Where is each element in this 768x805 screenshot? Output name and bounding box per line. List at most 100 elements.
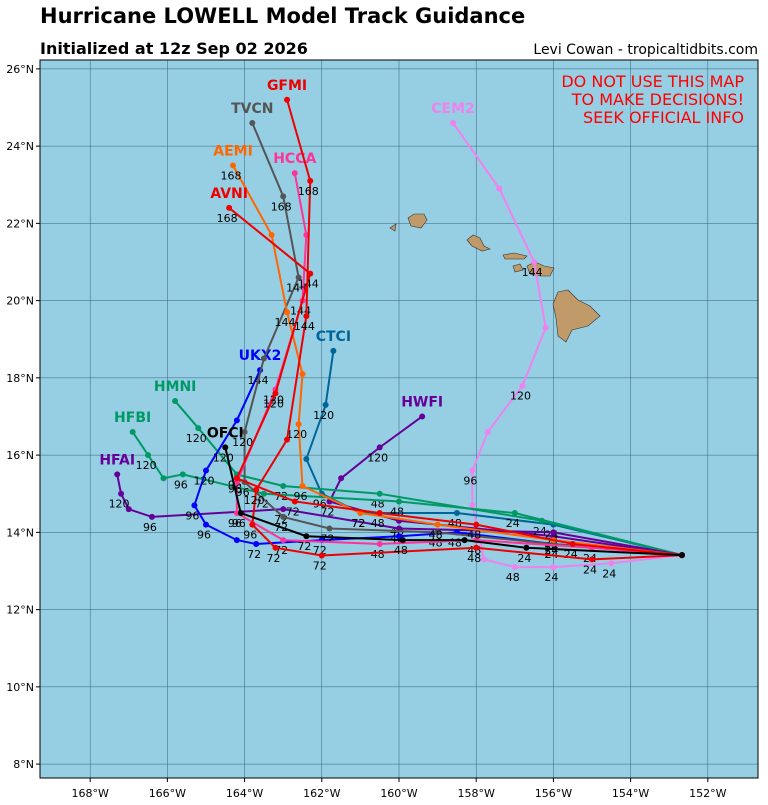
hour-label: 24	[517, 552, 531, 565]
track-point	[473, 544, 480, 551]
y-tick-label: 18°N	[6, 372, 34, 385]
x-tick-label: 168°W	[71, 787, 108, 800]
track-point	[295, 421, 302, 428]
track-point	[202, 521, 209, 528]
track-point	[226, 204, 233, 211]
model-name: AVNI	[210, 186, 248, 202]
hour-label: 120	[510, 390, 531, 403]
hour-label: 144	[522, 266, 543, 279]
track-point	[299, 371, 306, 378]
track-point	[280, 193, 287, 200]
hour-label: 96	[143, 521, 157, 534]
track-point	[125, 506, 132, 513]
track-point	[330, 347, 337, 354]
track-point	[511, 564, 518, 571]
track-point	[195, 425, 202, 432]
hour-label: 120	[213, 451, 234, 464]
track-point	[179, 471, 186, 478]
track-point	[230, 162, 237, 169]
x-tick-label: 158°W	[458, 787, 495, 800]
hour-label: 72	[297, 540, 311, 553]
track-point	[303, 455, 310, 462]
x-tick-label: 162°W	[303, 787, 340, 800]
hour-label: 120	[109, 498, 130, 511]
track-point	[678, 552, 685, 559]
track-line	[193, 369, 683, 557]
y-tick-label: 26°N	[6, 63, 34, 76]
track-point	[523, 544, 530, 551]
track-point	[484, 428, 491, 435]
model-name: TVCN	[231, 101, 273, 117]
islands	[389, 213, 601, 343]
hour-label: 168	[271, 200, 292, 213]
hour-label: 120	[367, 451, 388, 464]
warning-line: DO NOT USE THIS MAP	[561, 72, 744, 91]
track-point	[303, 313, 310, 320]
track-point	[268, 231, 275, 238]
model-name: HCCA	[273, 151, 316, 167]
model-name: GFMI	[267, 78, 307, 94]
track-point	[118, 490, 125, 497]
track-point	[291, 498, 298, 505]
track-point	[376, 444, 383, 451]
island	[389, 223, 397, 232]
track-point	[145, 452, 152, 459]
hour-label: 96	[243, 529, 257, 542]
hour-label: 24	[506, 517, 520, 530]
model-name: CTCI	[316, 329, 351, 345]
track-point	[295, 274, 302, 281]
track-point	[222, 444, 229, 451]
hour-label: 144	[286, 281, 307, 294]
track-point	[569, 540, 576, 547]
track-point	[280, 506, 287, 513]
model-name: HFBI	[114, 410, 151, 426]
y-tick-label: 24°N	[6, 140, 34, 153]
chart-subtitle: Initialized at 12z Sep 02 2026	[40, 39, 308, 58]
hour-label: 48	[467, 552, 481, 565]
hour-label: 48	[448, 536, 462, 549]
track-point	[280, 537, 287, 544]
hour-label: 96	[228, 517, 242, 530]
track-point	[469, 502, 476, 509]
track-point	[531, 258, 538, 265]
hour-label: 72	[247, 548, 261, 561]
track-point	[511, 510, 518, 517]
track-point	[249, 521, 256, 528]
hour-label: 24	[583, 563, 597, 576]
track-point	[396, 498, 402, 505]
model-name: UKX2	[239, 348, 282, 364]
tracks: 24244896120144CEM2244872120HWFI244872961…	[99, 78, 685, 584]
track-point	[450, 119, 457, 126]
y-tick-label: 8°N	[13, 758, 34, 771]
y-tick-label: 16°N	[6, 449, 34, 462]
track-point	[307, 270, 314, 277]
hour-label: 72	[313, 560, 327, 573]
y-tick-label: 12°N	[6, 604, 34, 617]
y-tick-label: 10°N	[6, 681, 34, 694]
track-point	[241, 428, 248, 435]
hour-label: 144	[294, 320, 315, 333]
track-point	[434, 521, 441, 528]
track-point	[496, 185, 503, 192]
x-tick-label: 160°W	[380, 787, 417, 800]
track-point	[550, 564, 557, 571]
hour-label: 120	[193, 475, 214, 488]
track-point	[453, 510, 460, 517]
track-point	[129, 428, 136, 435]
hour-label: 120	[186, 432, 207, 445]
track-point	[284, 96, 291, 103]
hour-label: 120	[286, 428, 307, 441]
hour-label: 48	[371, 548, 385, 561]
track-point	[519, 382, 526, 389]
hour-label: 24	[544, 544, 558, 557]
track-point	[260, 355, 267, 362]
track-point	[480, 556, 487, 563]
track-point	[322, 401, 329, 408]
y-tick-label: 20°N	[6, 295, 34, 308]
hour-label: 96	[197, 529, 211, 542]
hour-label: 120	[244, 494, 265, 507]
hour-label: 120	[313, 409, 334, 422]
track-point	[338, 475, 345, 482]
track-point	[160, 475, 167, 482]
